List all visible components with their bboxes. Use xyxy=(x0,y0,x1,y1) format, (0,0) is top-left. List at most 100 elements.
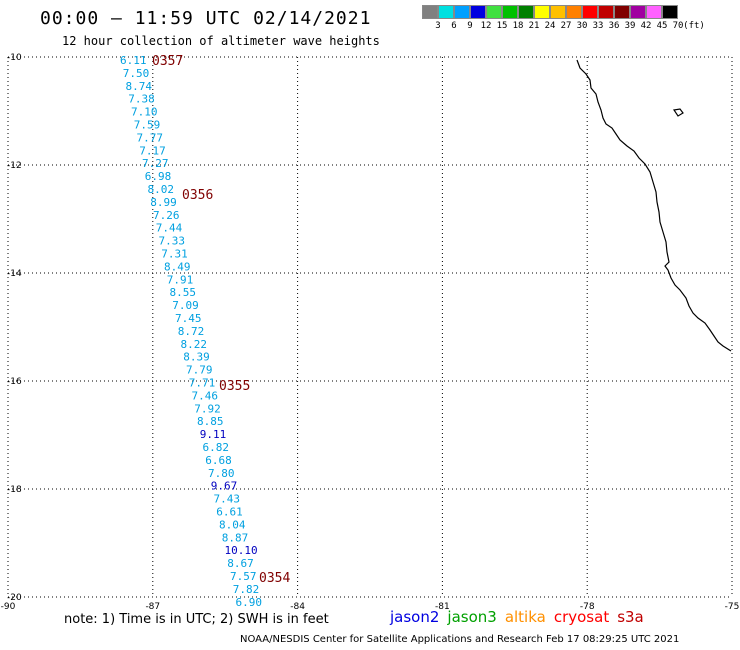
x-tick-label: -87 xyxy=(145,602,160,612)
swh-value: 9.67 xyxy=(211,480,238,493)
legend-label: 12 xyxy=(480,21,492,31)
pass-time-label: 0355 xyxy=(219,379,250,394)
swh-value: 9.11 xyxy=(200,428,227,441)
pass-time-label: 0356 xyxy=(182,188,213,203)
swh-value: 7.59 xyxy=(134,119,161,132)
coastline xyxy=(576,59,732,352)
legend-label: 70 xyxy=(672,21,684,31)
legend-label: 39 xyxy=(624,21,636,31)
legend-label: 21 xyxy=(528,21,540,31)
y-tick-label: -12 xyxy=(7,161,22,171)
swh-value: 10.10 xyxy=(225,544,258,557)
legend-swatch xyxy=(502,5,518,19)
satellite-label: cryosat xyxy=(553,608,610,626)
swh-value: 8.22 xyxy=(181,338,208,351)
swh-value: 7.79 xyxy=(186,364,213,377)
wave-height-observations: 6.117.508.747.387.107.597.777.177.276.98… xyxy=(120,54,262,609)
map-grid xyxy=(7,56,733,598)
y-tick-label: -10 xyxy=(7,53,22,63)
swh-value: 8.72 xyxy=(178,325,205,338)
x-tick-label: -84 xyxy=(290,602,305,612)
x-tick-label: -81 xyxy=(435,602,450,612)
legend-label: 42 xyxy=(640,21,652,31)
satellite-legend: jason2 jason3 altika cryosat s3a xyxy=(390,608,652,626)
legend-label: 27 xyxy=(560,21,572,31)
swh-value: 7.91 xyxy=(167,273,194,286)
swh-value: 7.82 xyxy=(233,583,260,596)
map-title: 00:00 – 11:59 UTC 02/14/2021 xyxy=(40,8,372,29)
legend-swatch xyxy=(534,5,550,19)
legend-swatch xyxy=(566,5,582,19)
swh-value: 7.38 xyxy=(128,93,155,106)
x-tick-label: -78 xyxy=(580,602,595,612)
swh-value: 7.50 xyxy=(123,67,150,80)
y-tick-label: -18 xyxy=(7,485,22,495)
x-tick-label: -75 xyxy=(725,602,740,612)
pass-time-label: 0354 xyxy=(259,571,290,586)
legend-swatch xyxy=(614,5,630,19)
swh-value: 8.99 xyxy=(150,196,177,209)
swh-value: 7.17 xyxy=(139,144,166,157)
wave-height-legend: 3 6 9 12 15 18 21 24 27 30 33 36 39 42 45 70 (ft) xyxy=(422,5,705,31)
swh-value: 7.26 xyxy=(153,209,180,222)
legend-swatch xyxy=(454,5,470,19)
swh-value: 7.46 xyxy=(192,389,219,402)
legend-label: 15 xyxy=(496,21,508,31)
legend-swatch xyxy=(598,5,614,19)
y-tick-label: -16 xyxy=(7,377,22,387)
legend-label: 3 xyxy=(435,21,441,31)
swh-value: 8.87 xyxy=(222,531,249,544)
swh-value: 6.61 xyxy=(216,506,243,519)
y-tick-label: -20 xyxy=(7,593,22,603)
swh-value: 7.10 xyxy=(131,106,158,119)
swh-value: 7.31 xyxy=(161,248,188,261)
swh-value: 7.80 xyxy=(208,467,235,480)
swh-value: 8.74 xyxy=(126,80,153,93)
satellite-label: jason2 xyxy=(390,608,440,626)
swh-value: 7.09 xyxy=(172,299,199,312)
swh-value: 6.90 xyxy=(236,596,263,609)
swh-value: 7.43 xyxy=(214,493,241,506)
swh-value: 8.49 xyxy=(164,260,191,273)
map-subtitle: 12 hour collection of altimeter wave hei… xyxy=(62,34,380,48)
legend-label: 36 xyxy=(608,21,620,31)
legend-label: 30 xyxy=(576,21,588,31)
legend-label: 9 xyxy=(467,21,473,31)
swh-value: 6.68 xyxy=(205,454,232,467)
swh-value: 6.11 xyxy=(120,54,147,67)
x-tick-label: -90 xyxy=(1,602,16,612)
legend-label: 33 xyxy=(592,21,604,31)
swh-value: 6.82 xyxy=(203,441,230,454)
coastline-path xyxy=(576,59,732,352)
legend-swatch xyxy=(582,5,598,19)
credit-text: NOAA/NESDIS Center for Satellite Applica… xyxy=(240,634,680,645)
legend-swatch xyxy=(470,5,486,19)
swh-value: 7.57 xyxy=(230,570,257,583)
pass-time-labels: 0357 0356 0355 0354 xyxy=(152,54,290,586)
swh-value: 8.04 xyxy=(219,518,246,531)
legend-label: 6 xyxy=(451,21,457,31)
swh-value: 7.45 xyxy=(175,312,202,325)
legend-swatch xyxy=(662,5,678,19)
legend-swatch xyxy=(646,5,662,19)
legend-label: 18 xyxy=(512,21,524,31)
swh-value: 8.67 xyxy=(227,557,254,570)
legend-label: 45 xyxy=(656,21,668,31)
y-tick-label: -14 xyxy=(7,269,22,279)
legend-swatch xyxy=(438,5,454,19)
swh-value: 7.77 xyxy=(137,131,164,144)
legend-swatch xyxy=(550,5,566,19)
swh-value: 8.55 xyxy=(170,286,197,299)
legend-swatch xyxy=(486,5,502,19)
swh-value: 7.27 xyxy=(142,157,169,170)
swh-value: 6.98 xyxy=(145,170,172,183)
island-path xyxy=(672,108,684,117)
legend-unit: (ft) xyxy=(683,21,705,31)
swh-value: 8.39 xyxy=(183,351,210,364)
note-text: note: 1) Time is in UTC; 2) SWH is in fe… xyxy=(64,612,329,627)
legend-label: 24 xyxy=(544,21,556,31)
swh-value: 7.33 xyxy=(159,235,186,248)
swh-value: 7.92 xyxy=(194,402,221,415)
swh-value: 7.44 xyxy=(156,222,183,235)
